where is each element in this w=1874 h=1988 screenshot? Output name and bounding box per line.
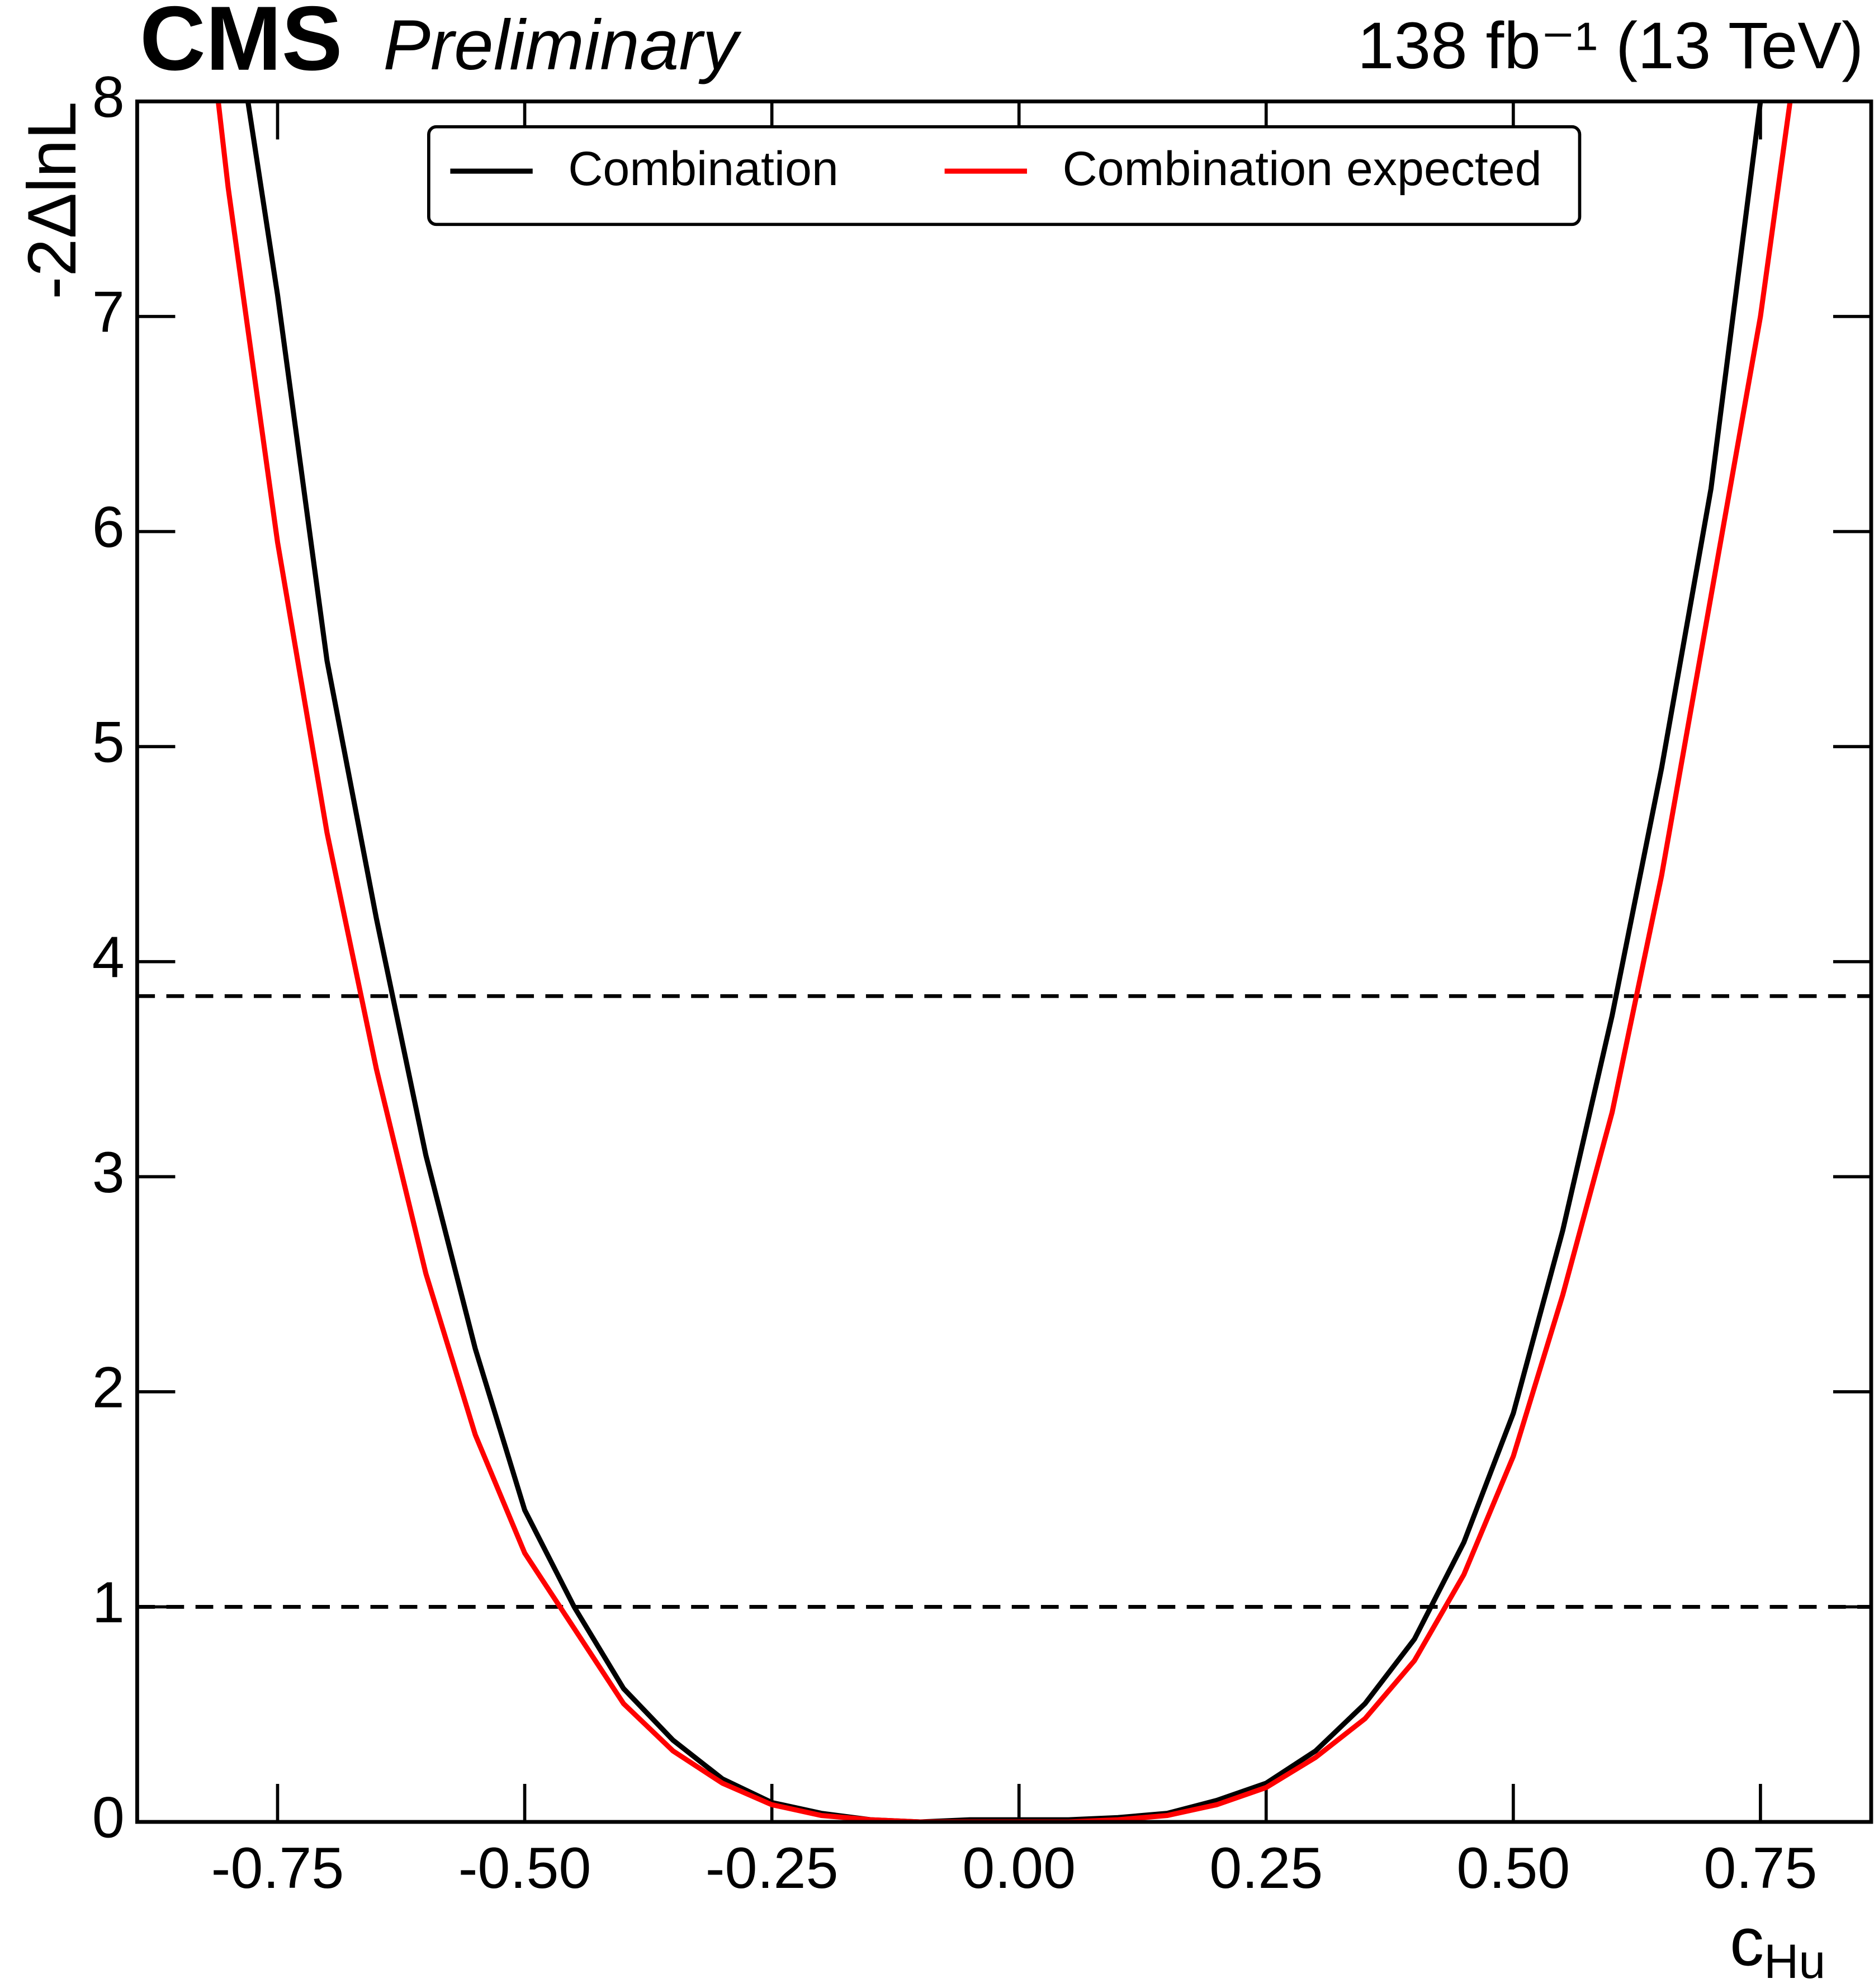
x-tick-label: -0.75 xyxy=(211,1836,344,1901)
x-tick-label: -0.25 xyxy=(706,1836,839,1901)
y-tick-label: 0 xyxy=(92,1786,125,1850)
y-tick-label: 2 xyxy=(92,1355,125,1420)
x-tick-label: 0.50 xyxy=(1456,1836,1570,1901)
legend-box xyxy=(427,125,1582,226)
x-tick-label: 0.75 xyxy=(1703,1836,1817,1901)
x-tick-label: -0.50 xyxy=(458,1836,591,1901)
y-tick-label: 7 xyxy=(92,280,125,345)
legend-label: Combination expected xyxy=(1062,142,1541,196)
y-tick-label: 8 xyxy=(92,65,125,130)
experiment-label: CMS xyxy=(140,0,343,89)
y-tick-label: 6 xyxy=(92,495,125,560)
lumi-label: 138 fb⁻¹ (13 TeV) xyxy=(1357,8,1863,82)
y-tick-label: 5 xyxy=(92,710,125,775)
x-axis-title-sub: Hu xyxy=(1764,1935,1825,1988)
x-tick-label: 0.00 xyxy=(962,1836,1076,1901)
plot-frame xyxy=(135,99,1873,1824)
status-label: Preliminary xyxy=(383,5,741,84)
y-axis-title: -2ΔlnL xyxy=(13,101,90,299)
curve xyxy=(215,101,1793,1822)
y-tick-label: 3 xyxy=(92,1140,125,1205)
y-tick-label: 4 xyxy=(92,925,125,990)
x-axis-title: cHu xyxy=(1730,1904,1825,1988)
x-axis-title-main: c xyxy=(1730,1904,1764,1980)
x-tick-label: 0.25 xyxy=(1209,1836,1323,1901)
legend-label: Combination xyxy=(568,142,839,196)
y-tick-label: 1 xyxy=(92,1570,125,1635)
curve xyxy=(245,101,1763,1822)
